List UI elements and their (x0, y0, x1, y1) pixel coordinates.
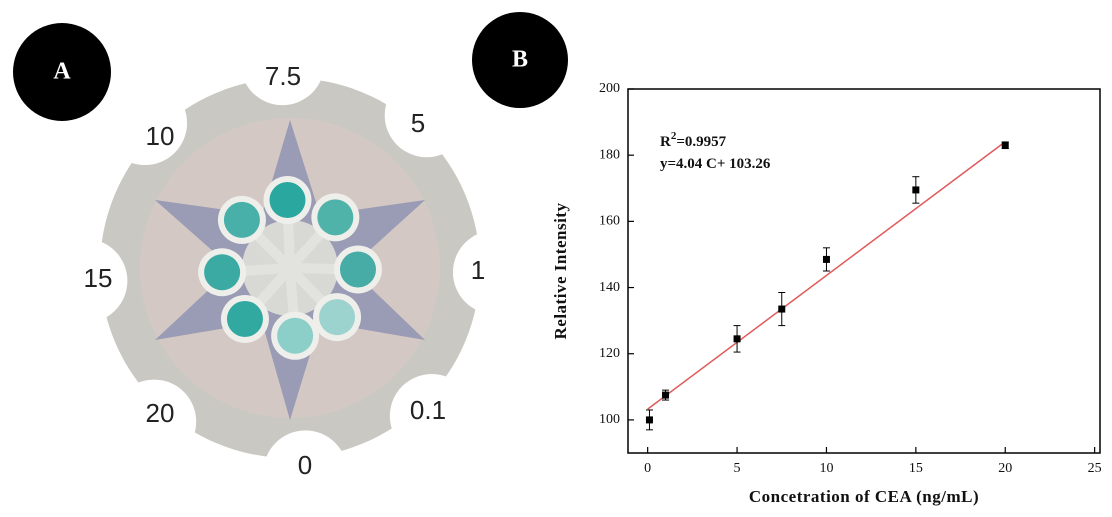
well-spot (317, 199, 353, 235)
data-point (734, 335, 741, 342)
figure: A B Concetration of CEA (ng/mL) Relative… (0, 0, 1112, 517)
concentration-label: 7.5 (265, 61, 301, 91)
data-point (823, 256, 830, 263)
concentration-label: 5 (411, 108, 425, 138)
x-tick-label: 0 (644, 461, 651, 476)
y-tick-label: 180 (599, 147, 620, 162)
r-squared-symbol: R (660, 134, 671, 150)
notch (453, 230, 537, 314)
well-spot (277, 318, 313, 354)
well-spot (204, 254, 240, 290)
x-tick-label: 15 (909, 461, 923, 476)
y-tick-label: 200 (599, 81, 620, 96)
y-tick-label: 100 (599, 412, 620, 427)
fit-line (648, 142, 1006, 409)
y-tick-label: 160 (599, 214, 620, 229)
concentration-label: 20 (146, 398, 175, 428)
concentration-label: 15 (84, 263, 113, 293)
data-point (1002, 142, 1009, 149)
well-spot (319, 299, 355, 335)
fit-equation: y=4.04 C+ 103.26 (660, 156, 771, 172)
r-squared-value: =0.9957 (676, 134, 726, 150)
y-axis-title: Relative Intensity (551, 203, 570, 340)
x-tick-label: 10 (819, 461, 833, 476)
panel-label: A (53, 59, 71, 85)
well-spot (269, 182, 305, 218)
data-point (662, 392, 669, 399)
r-squared: R2=0.9957 (660, 130, 727, 150)
well-spot (224, 202, 260, 238)
x-tick-label: 20 (998, 461, 1012, 476)
well-spot (227, 301, 263, 337)
data-point (912, 186, 919, 193)
x-tick-label: 5 (734, 461, 741, 476)
concentration-label: 10 (146, 121, 175, 151)
data-point (778, 306, 785, 313)
notch (385, 73, 469, 157)
concentration-label: 0 (298, 450, 312, 480)
y-tick-label: 140 (599, 280, 620, 295)
x-axis-title: Concetration of CEA (ng/mL) (749, 487, 979, 506)
well-spot (340, 251, 376, 287)
data-point (646, 416, 653, 423)
paper-device-photo (43, 21, 537, 514)
concentration-label: 1 (471, 255, 485, 285)
panel-label: B (512, 47, 528, 73)
x-tick-label: 25 (1088, 461, 1102, 476)
y-tick-label: 120 (599, 346, 620, 361)
concentration-label: 0.1 (410, 395, 446, 425)
